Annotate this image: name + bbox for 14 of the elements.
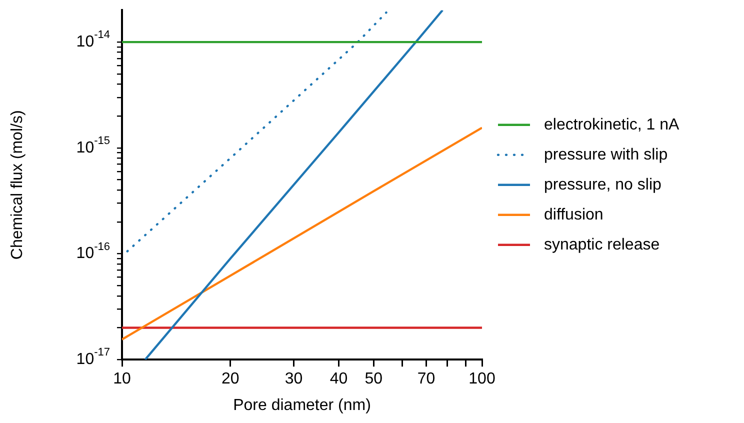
legend-label: synaptic release xyxy=(544,236,660,254)
x-tick-label: 50 xyxy=(364,370,383,388)
y-axis-title: Chemical flux (mol/s) xyxy=(9,110,26,260)
x-tick-label: 10 xyxy=(113,370,131,388)
legend-label: electrokinetic, 1 nA xyxy=(544,116,680,134)
x-tick-label: 100 xyxy=(468,370,496,388)
legend-label: diffusion xyxy=(544,206,604,224)
legend-label: pressure, no slip xyxy=(544,176,662,194)
x-axis-title: Pore diameter (nm) xyxy=(233,396,371,414)
x-tick-label: 40 xyxy=(330,370,348,388)
x-tick-label: 70 xyxy=(417,370,436,388)
x-tick-label: 20 xyxy=(221,370,240,388)
legend-label: pressure with slip xyxy=(544,146,668,164)
x-tick-label: 30 xyxy=(284,370,303,388)
